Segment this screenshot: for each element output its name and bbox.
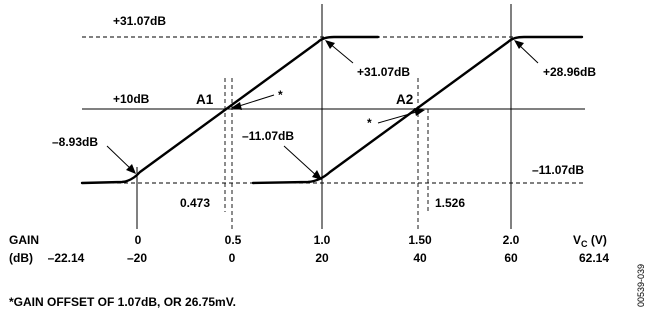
point-a2-label: A2	[396, 92, 413, 107]
gain-tick: –20	[127, 251, 147, 265]
gain-tick: 20	[315, 251, 329, 265]
vc-tick: 1.0	[314, 233, 331, 247]
vc-tick: 1.50	[408, 233, 432, 247]
arrow-a1-star-icon	[231, 94, 275, 110]
mid-level-label: +10dB	[113, 92, 150, 106]
arrow-plus-31.07-icon	[325, 40, 354, 64]
arrow-minus-11.07-icon	[283, 145, 322, 180]
a2-crossing-value: 1.526	[435, 196, 465, 210]
gain-unit-label: (dB)	[9, 251, 33, 265]
vc-tick: 0.5	[225, 233, 242, 247]
gain-tick: 0	[229, 251, 236, 265]
bottom-level-label: –11.07dB	[532, 163, 584, 177]
arrow-plus-28.96-icon	[514, 40, 539, 64]
a1-bottom-callout: –8.93dB	[52, 135, 98, 149]
footnote: *GAIN OFFSET OF 1.07dB, OR 26.75mV.	[9, 295, 236, 309]
vc-tick: 2.0	[503, 233, 520, 247]
a2-bottom-callout: –11.07dB	[242, 129, 294, 143]
a2-top-callout: +28.96dB	[543, 65, 596, 79]
gain-tick: –22.14	[48, 251, 85, 265]
gain-curve-a1	[80, 35, 380, 185]
gain-tick: 60	[504, 251, 518, 265]
a1-top-callout: +31.07dB	[357, 65, 410, 79]
a1-star-label: *	[278, 88, 283, 102]
gain-row-label: GAIN	[9, 233, 39, 247]
a1-crossing-value: 0.473	[180, 196, 210, 210]
a2-star-label: *	[367, 116, 372, 130]
vc-axis-label: VC (V)	[573, 233, 607, 249]
top-level-label: +31.07dB	[113, 14, 166, 28]
gain-tick: 62.14	[579, 251, 609, 265]
arrow-minus-8.93-icon	[106, 145, 136, 174]
figure-id: 00539-039	[636, 264, 646, 307]
point-a1-label: A1	[196, 92, 214, 107]
vc-tick: 0	[135, 233, 142, 247]
arrow-a2-star-icon	[377, 108, 425, 124]
gain-tick: 40	[413, 251, 427, 265]
gain-curve-a2	[251, 35, 584, 185]
